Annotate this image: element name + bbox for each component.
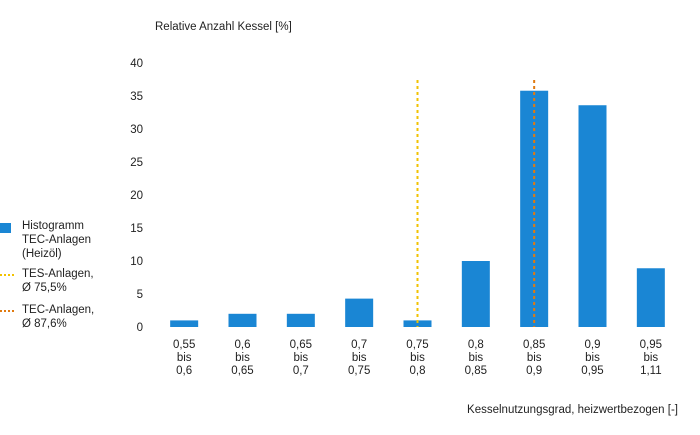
x-tick-label: 0,55 xyxy=(173,339,195,351)
histogram-bar xyxy=(286,313,315,327)
x-tick-label: bis xyxy=(527,352,542,364)
histogram-bar xyxy=(636,268,665,327)
y-tick-label: 30 xyxy=(130,124,143,136)
histogram-bar xyxy=(228,313,257,327)
histogram-bar xyxy=(461,261,490,327)
x-tick-label: 0,95 xyxy=(581,365,603,377)
x-tick-label: 0,9 xyxy=(526,365,542,377)
histogram-bar xyxy=(403,320,432,327)
x-axis-label: Kesselnutzungsgrad, heizwertbezogen [-] xyxy=(467,404,678,416)
y-tick-label: 35 xyxy=(130,91,143,103)
x-tick-label: 0,8 xyxy=(468,339,484,351)
x-tick-label: 0,9 xyxy=(585,339,601,351)
x-tick-label: 0,7 xyxy=(293,365,309,377)
y-tick-label: 15 xyxy=(130,223,143,235)
x-tick-label: bis xyxy=(410,352,425,364)
y-tick-label: 25 xyxy=(130,157,143,169)
y-tick-label: 10 xyxy=(130,256,143,268)
legend-label-tec: TEC-Anlagen, Ø 87,6% xyxy=(22,304,95,330)
legend-label-tes: TES-Anlagen, Ø 75,5% xyxy=(22,268,94,294)
x-tick-label: 0,85 xyxy=(465,365,487,377)
x-tick-label: bis xyxy=(293,352,308,364)
legend-line-tec xyxy=(0,310,14,312)
legend-swatch-histogram xyxy=(0,223,11,233)
y-tick-label: 5 xyxy=(137,289,143,301)
y-tick-label: 20 xyxy=(130,190,143,202)
legend-label-histogram: Histogramm TEC-Anlagen (Heizöl) xyxy=(22,220,92,260)
x-tick-label: 0,6 xyxy=(235,339,251,351)
x-tick-label: bis xyxy=(352,352,367,364)
x-tick-label: 0,75 xyxy=(348,365,370,377)
x-tick-label: 0,95 xyxy=(640,339,662,351)
x-tick-label: bis xyxy=(468,352,483,364)
legend-line-tes xyxy=(0,274,14,276)
x-tick-label: bis xyxy=(585,352,600,364)
x-tick-label: bis xyxy=(643,352,658,364)
x-tick-label: 0,8 xyxy=(410,365,426,377)
histogram-bar xyxy=(170,320,199,327)
x-tick-label: 0,65 xyxy=(290,339,312,351)
x-tick-label: bis xyxy=(235,352,250,364)
histogram-bar xyxy=(578,105,607,328)
x-tick-label: 0,6 xyxy=(176,365,192,377)
x-tick-label: 1,11 xyxy=(640,365,662,377)
y-tick-label: 0 xyxy=(137,322,143,334)
x-tick-label: 0,75 xyxy=(406,339,428,351)
x-tick-label: 0,85 xyxy=(523,339,545,351)
y-tick-label: 40 xyxy=(130,58,143,70)
y-axis-label: Relative Anzahl Kessel [%] xyxy=(155,21,292,33)
histogram-bar xyxy=(345,298,374,327)
x-tick-label: bis xyxy=(177,352,192,364)
x-tick-label: 0,7 xyxy=(351,339,367,351)
x-tick-label: 0,65 xyxy=(231,365,253,377)
